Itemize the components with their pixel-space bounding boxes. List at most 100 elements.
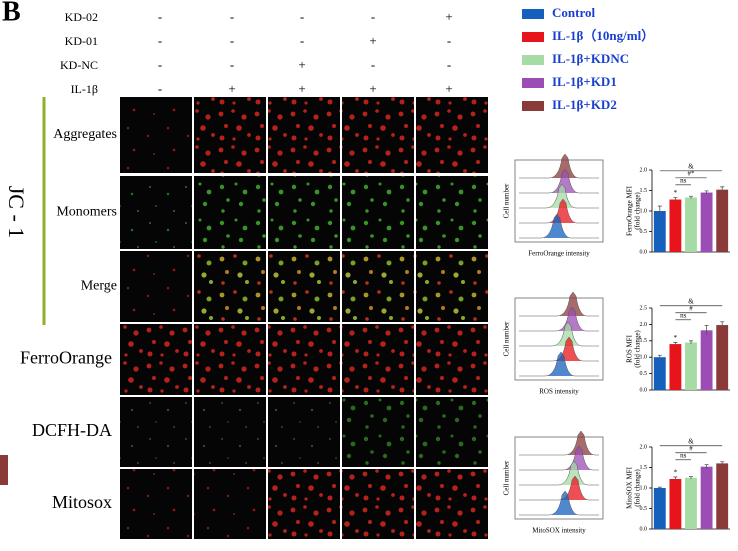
legend-label: IL-1β+KD2 [552,97,617,112]
flow-peak [519,183,599,209]
error-bar [704,190,709,195]
treatment-sign: - [158,81,162,96]
edge-swatch [0,455,8,485]
sig-label: ns [680,311,687,319]
flow-y-label: Cell number [503,183,511,218]
treatment-sign: + [298,81,305,96]
micrograph-signal [194,176,266,249]
sig-label: # [689,444,693,452]
error-bar [704,464,709,469]
treatment-label: KD-NC [60,58,98,72]
error-bar [673,476,678,482]
bar [653,357,666,390]
flow-frame [514,159,604,243]
treatment-sign: - [447,57,451,72]
sig-label: ns [680,451,687,459]
bar [700,192,713,252]
y-axis-label: (fold change) [634,330,642,368]
treatment-label: IL-1β [71,82,98,96]
treatment-sign: + [445,9,452,24]
error-bar [720,321,725,329]
row-label: Monomers [56,205,117,220]
sig-label: #* [688,169,696,177]
micrograph-signal [416,469,488,539]
bar [653,488,666,529]
y-tick-label: 2.0 [640,167,648,173]
treatment-sign: - [158,33,162,48]
treatment-sign: - [300,33,304,48]
bar [700,466,713,529]
y-tick-label: 0.0 [640,249,648,255]
legend-label: IL-1β+KDNC [552,51,629,66]
micrograph-signal [120,176,192,249]
row-label: Aggregates [53,127,117,142]
micrograph-signal [120,97,192,173]
micrograph-signal [342,397,414,467]
y-axis-label: (fold change) [634,469,642,507]
micrograph-signal [194,469,266,539]
row-label: DCFH-DA [32,420,112,440]
sig-label: # [689,304,693,312]
treatment-sign: - [300,9,304,24]
bar [685,342,697,390]
row-label: Mitosox [52,492,112,512]
sig-label: & [688,437,694,445]
sig-label: ns [680,176,687,184]
bar [669,199,682,252]
legend-swatch [522,78,544,88]
y-tick-label: 0.0 [640,387,648,393]
y-axis-label: MitoSOX MFI [626,466,634,508]
flow-x-label: FerroOrange intensity [528,250,590,258]
y-tick-label: 1.5 [640,338,648,344]
treatment-sign: - [158,9,162,24]
legend-label: IL-1β（10ng/ml） [552,28,654,43]
flow-peak [519,460,599,486]
micrograph-signal [120,469,192,539]
treatment-sign: - [371,57,375,72]
treatment-label: KD-02 [65,10,98,24]
y-tick-label: 1.0 [640,355,648,361]
treatment-sign: + [369,33,376,48]
micrograph-signal [342,251,414,322]
bar [669,344,682,390]
treatment-sign: - [230,33,234,48]
y-tick-label: 1.5 [640,465,648,471]
flow-peak [519,321,599,347]
row-label: FerroOrange [20,348,112,368]
treatment-sign: - [371,9,375,24]
flow-frame [514,436,604,520]
flow-peak [519,213,599,239]
bar [716,463,729,529]
bar [685,477,697,529]
legend-label: IL-1β+KD1 [552,74,617,89]
micrograph-signal [342,469,414,539]
micrograph-signal [194,324,266,395]
bar [700,330,713,390]
error-bar [673,342,678,346]
treatment-label: KD-01 [65,34,98,48]
treatment-sign: - [447,33,451,48]
y-axis-label: (fold change) [634,192,642,230]
y-tick-label: 1.5 [640,188,648,194]
error-bar [689,476,693,479]
flow-peak [519,306,599,332]
bar [685,197,697,252]
flow-peak [519,445,599,471]
treatment-sign: - [230,9,234,24]
flow-x-label: ROS intensity [539,388,579,396]
micrograph-signal [416,97,488,173]
sig-label: * [674,334,678,342]
treatment-sign: + [298,57,305,72]
y-tick-label: 2.0 [640,444,648,450]
bar [716,325,729,390]
error-bar [689,340,693,345]
treatment-sign: + [228,81,235,96]
y-tick-label: 2.5 [640,305,648,311]
micrograph-signal [268,397,340,467]
micrograph-signal [268,469,340,539]
micrograph-signal [416,176,488,249]
flow-peak [519,475,599,501]
y-tick-label: 1.0 [640,485,648,491]
legend-swatch [522,55,544,65]
